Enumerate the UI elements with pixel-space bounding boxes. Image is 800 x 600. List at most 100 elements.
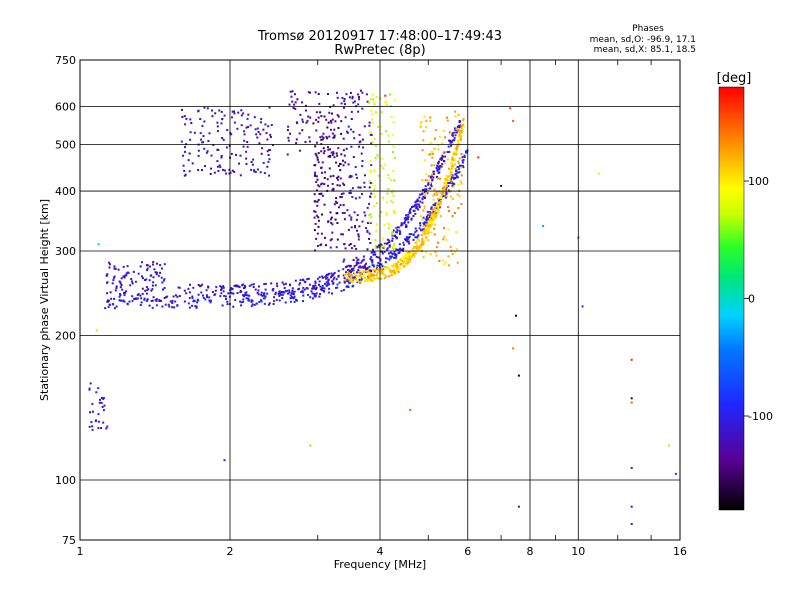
cluster-point <box>390 233 393 236</box>
cluster-point <box>161 281 164 284</box>
cluster-point <box>457 160 460 163</box>
trace-point-o_trace_lower <box>140 301 143 304</box>
cluster-point <box>383 224 386 226</box>
cluster-point <box>329 175 332 178</box>
trace-point-x_trace <box>411 255 414 258</box>
trace-point-o_trace_upper <box>363 266 366 269</box>
trace-point-o_trace_upper <box>321 276 324 279</box>
trace-point-o_trace_lower <box>278 299 281 302</box>
trace-point-o_trace_upper <box>264 288 267 291</box>
cluster-point <box>348 244 351 247</box>
trace-point-o_trace_lower <box>438 199 440 202</box>
trace-point-o_trace_lower <box>243 294 246 296</box>
cluster-point <box>317 216 320 219</box>
cluster-point <box>268 158 271 161</box>
cluster-point <box>431 156 434 159</box>
cluster-point <box>203 106 206 109</box>
cluster-point <box>376 154 379 157</box>
trace-point-o_trace_upper <box>332 281 335 284</box>
cluster-point <box>330 221 333 224</box>
cluster-point <box>390 199 393 202</box>
cluster-point <box>108 266 111 269</box>
cluster-point <box>319 111 322 114</box>
cluster-point <box>373 138 376 140</box>
trace-point-x_trace <box>452 165 455 168</box>
cluster-point <box>334 218 337 221</box>
cluster-point <box>88 425 91 428</box>
trace-point-o_trace_lower <box>104 307 107 310</box>
trace-point-o_trace_upper <box>260 293 263 296</box>
cluster-point <box>316 158 319 161</box>
trace-point-x_trace <box>382 273 385 276</box>
cluster-point <box>437 148 440 151</box>
trace-point-o_trace_lower <box>135 298 138 301</box>
cluster-point <box>109 263 111 266</box>
cluster-point <box>429 153 432 156</box>
trace-point-o_trace_upper <box>260 291 263 294</box>
cluster-point <box>301 118 304 121</box>
trace-point-x_trace <box>449 171 452 174</box>
cluster-point <box>295 138 298 141</box>
trace-point-x_trace <box>431 212 434 215</box>
cluster-point <box>342 159 344 162</box>
trace-point-x_trace <box>436 204 438 207</box>
cluster-point <box>206 107 209 110</box>
cluster-point <box>122 265 125 268</box>
trace-point-o_trace_upper <box>197 293 200 296</box>
trace-point-o_trace_lower <box>447 184 450 187</box>
cluster-point <box>253 170 256 173</box>
cluster-point <box>368 186 371 189</box>
cluster-point <box>183 174 186 177</box>
trace-point-o_trace_upper <box>439 165 442 167</box>
cluster-point <box>325 118 328 121</box>
cluster-point <box>125 290 128 293</box>
trace-point-x_trace <box>440 194 443 197</box>
cluster-point <box>458 195 461 198</box>
trace-point-o_trace_upper <box>381 252 384 255</box>
trace-point-x_trace <box>442 192 445 195</box>
trace-point-o_trace_upper <box>199 284 202 287</box>
cluster-point <box>391 231 394 234</box>
trace-point-x_trace <box>370 277 372 280</box>
cluster-point <box>385 200 388 203</box>
cluster-point <box>365 227 368 230</box>
cluster-point <box>95 419 97 422</box>
trace-point-o_trace_upper <box>349 265 352 268</box>
cluster-point <box>216 160 219 163</box>
cluster-point <box>343 258 346 261</box>
trace-point-o_trace_lower <box>278 294 281 297</box>
cluster-point <box>315 141 318 144</box>
cluster-point <box>453 250 456 253</box>
cluster-point <box>113 297 116 300</box>
trace-point-o_trace_lower <box>412 238 415 241</box>
trace-point-x_trace <box>395 268 398 271</box>
trace-point-o_trace_lower <box>293 290 296 293</box>
cluster-point <box>348 192 351 195</box>
cluster-point <box>363 186 366 189</box>
cluster-point <box>345 93 348 96</box>
trace-point-x_trace <box>433 206 436 209</box>
trace-point-x_trace <box>426 224 429 227</box>
trace-point-o_trace_lower <box>396 248 399 251</box>
isolated-point <box>597 172 600 175</box>
trace-point-o_trace_upper <box>331 280 334 283</box>
cluster-point <box>189 138 192 141</box>
cluster-point <box>375 96 378 99</box>
trace-point-x_trace <box>435 209 438 212</box>
cluster-point <box>242 145 245 148</box>
trace-point-o_trace_lower <box>293 295 296 298</box>
trace-point-x_trace <box>442 188 445 191</box>
cluster-point <box>432 194 435 197</box>
trace-point-o_trace_lower <box>412 233 415 236</box>
trace-point-x_trace <box>401 260 404 262</box>
trace-point-x_trace <box>450 169 453 172</box>
cluster-point <box>459 138 462 141</box>
cluster-point <box>384 101 387 104</box>
trace-point-x_trace <box>403 265 406 268</box>
cluster-point <box>425 172 428 175</box>
trace-point-o_trace_lower <box>245 297 248 300</box>
cluster-point <box>335 152 338 155</box>
cluster-point <box>343 212 346 214</box>
cluster-point <box>144 289 147 292</box>
cluster-point <box>313 174 316 177</box>
